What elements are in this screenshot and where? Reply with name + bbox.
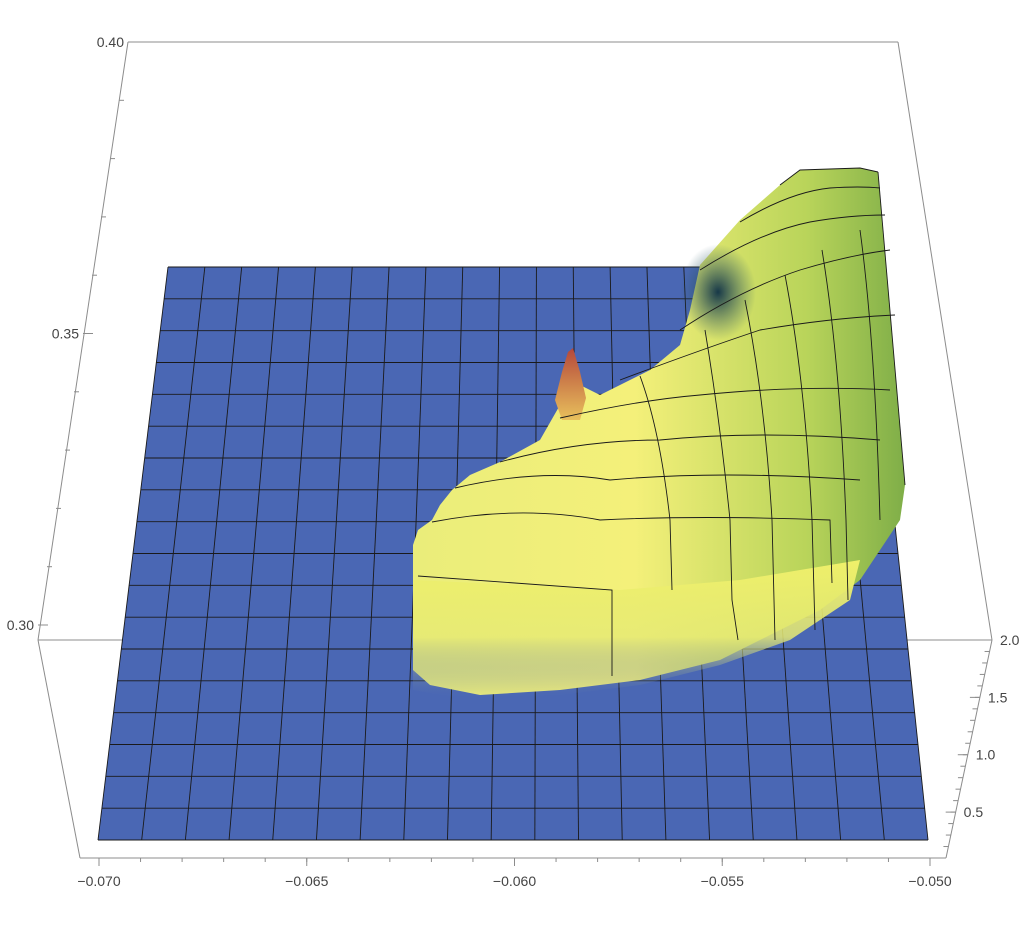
y-axis: 0.5 1.0 1.5 2.0: [943, 632, 1020, 848]
x-tick-label: −0.065: [285, 873, 328, 889]
x-tick-label: −0.050: [908, 873, 951, 889]
x-tick-label: −0.070: [77, 873, 120, 889]
z-tick-label: 0.30: [7, 617, 34, 633]
ridge-mesh: [417, 167, 906, 676]
surface-ridge: [413, 168, 905, 700]
z-tick-label: 0.40: [97, 34, 124, 50]
z-tick-label: 0.35: [52, 326, 79, 342]
bounding-box-front: [37, 639, 993, 859]
ridge-spike: [555, 348, 586, 420]
y-tick-label: 0.5: [964, 804, 984, 820]
y-tick-label: 1.5: [988, 689, 1008, 705]
x-tick-label: −0.060: [493, 873, 536, 889]
y-tick-label: 2.0: [1000, 632, 1020, 648]
y-tick-label: 1.0: [976, 747, 996, 763]
z-axis: 0.30 0.35 0.40: [7, 34, 138, 633]
ridge-shadow: [680, 244, 756, 340]
x-tick-label: −0.055: [701, 873, 744, 889]
x-axis: −0.070 −0.065 −0.060 −0.055 −0.050: [77, 858, 952, 889]
